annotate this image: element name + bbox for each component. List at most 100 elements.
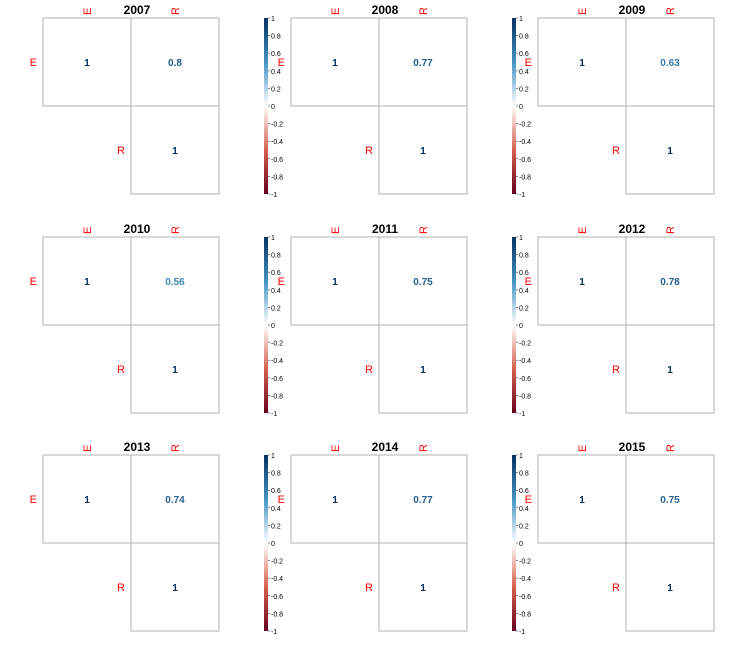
colorbar-tick-label: -0.8 [519,174,531,181]
correlation-value: 1 [332,277,338,288]
column-label-R: R [170,7,182,15]
row-label-R: R [612,364,620,376]
correlation-cell [625,105,715,195]
column-label-E: E [577,8,589,15]
colorbar-tick-label: -0.6 [519,594,531,601]
correlation-value: 1 [84,58,90,69]
correlation-value: 0.56 [165,277,185,288]
colorbar-tick-label: 0 [271,323,275,330]
row-label-R: R [117,364,125,376]
panel-2013: 2013 E R E R 1 0.74 1 1 0.8 0.6 0.4 0.2 0 -0.2 -0.4 -0.6… [30,440,284,636]
correlation-value: 1 [172,146,178,157]
correlation-value: 1 [84,277,90,288]
correlation-value: 1 [420,583,426,594]
correlation-value: 1 [84,495,90,506]
correlation-cell [378,542,468,632]
correlation-cell [537,236,627,326]
correlation-value: 1 [332,495,338,506]
colorbar-tick-label: -0.2 [271,559,283,566]
correlation-value: 1 [667,365,673,376]
row-label-R: R [117,582,125,594]
correlation-cell [378,17,468,107]
colorbar [512,237,516,413]
row-label-E: E [30,276,37,288]
correlation-cell [130,17,220,107]
panel-title: 2011 [372,222,398,236]
correlation-cell [42,236,132,326]
colorbar [264,18,268,194]
colorbar-tick-label: 1 [519,16,523,23]
panel-2007: 2007 E R E R 1 0.8 1 1 0.8 0.6 0.4 0.2 0 -0.2 -0.4 -0.6 -… [30,3,284,199]
colorbar [512,455,516,631]
colorbar-tick-label: -1 [519,629,525,636]
colorbar-tick-label: 0.2 [519,523,529,530]
correlation-value: 1 [579,495,585,506]
correlation-cell [537,17,627,107]
colorbar-tick-label: 0.8 [271,34,281,41]
correlation-cell [378,105,468,195]
colorbar-tick-label: -0.8 [271,611,283,618]
row-label-R: R [612,582,620,594]
column-label-R: R [170,226,182,234]
colorbar-tick-label: 0.8 [519,253,529,260]
colorbar-tick-label: 0.6 [271,270,281,277]
colorbar-tick-label: -0.4 [271,139,283,146]
row-label-R: R [365,145,373,157]
correlation-value: 0.63 [660,58,680,69]
row-label-R: R [365,364,373,376]
panel-title: 2014 [372,440,399,454]
colorbar-tick-label: -0.4 [519,139,531,146]
column-label-E: E [330,8,342,15]
colorbar-tick-label: -0.2 [519,122,531,129]
panel-2010: 2010 E R E R 1 0.56 1 1 0.8 0.6 0.4 0.2 0 -0.2 -0.4 -0.6… [30,222,284,418]
correlation-value: 1 [332,58,338,69]
colorbar-tick-label: 0.4 [519,506,529,513]
colorbar-tick-label: -0.6 [271,376,283,383]
colorbar-tick-label: -0.6 [271,594,283,601]
colorbar-tick-label: 0.6 [271,488,281,495]
panel-2009: 2009ERER10.63110.80.60.40.20-0.2-0.4-0.6… [525,3,715,195]
colorbar-tick-label: -1 [271,629,277,636]
correlation-cell [625,236,715,326]
correlation-value: 1 [579,58,585,69]
panel-title: 2009 [619,3,646,17]
colorbar-tick-label: -0.6 [271,157,283,164]
colorbar-tick-label: 0 [271,541,275,548]
colorbar-tick-label: 1 [271,16,275,23]
correlation-value: 1 [420,365,426,376]
row-label-E: E [525,57,532,69]
correlation-value: 1 [172,583,178,594]
column-label-E: E [330,445,342,452]
correlation-value: 0.77 [413,495,433,506]
panel-2015: 2015ERER10.75110.80.60.40.20-0.2-0.4-0.6… [525,440,715,632]
row-label-E: E [525,276,532,288]
colorbar-tick-label: -0.8 [519,393,531,400]
colorbar-tick-label: 0.6 [519,51,529,58]
colorbar-tick-label: 0.2 [271,86,281,93]
panel-2014: 2014 E R E R 1 0.77 1 1 0.8 0.6 0.4 0.2 0 -0.2 -0.4 -0.6… [278,440,532,636]
correlation-cell [130,454,220,544]
correlation-value: 0.77 [413,58,433,69]
colorbar-tick-label: -0.4 [519,358,531,365]
column-label-E: E [577,445,589,452]
colorbar-tick-label: -0.8 [519,611,531,618]
row-label-E: E [278,276,285,288]
colorbar [264,455,268,631]
colorbar-tick-label: 0.6 [519,488,529,495]
colorbar-tick-label: 0.6 [519,270,529,277]
column-label-E: E [82,227,94,234]
colorbar-tick-label: -0.4 [271,576,283,583]
correlation-value: 0.78 [660,277,680,288]
colorbar-tick-label: -0.4 [519,576,531,583]
column-label-R: R [665,444,677,452]
column-label-R: R [418,7,430,15]
colorbar-tick-label: 0.8 [519,471,529,478]
colorbar-tick-label: 0.8 [271,471,281,478]
correlation-value: 1 [579,277,585,288]
column-label-R: R [170,444,182,452]
colorbar-tick-label: 0.4 [519,288,529,295]
colorbar-tick-label: -1 [271,192,277,199]
panel-title: 2015 [619,440,646,454]
colorbar-tick-label: -0.8 [271,174,283,181]
